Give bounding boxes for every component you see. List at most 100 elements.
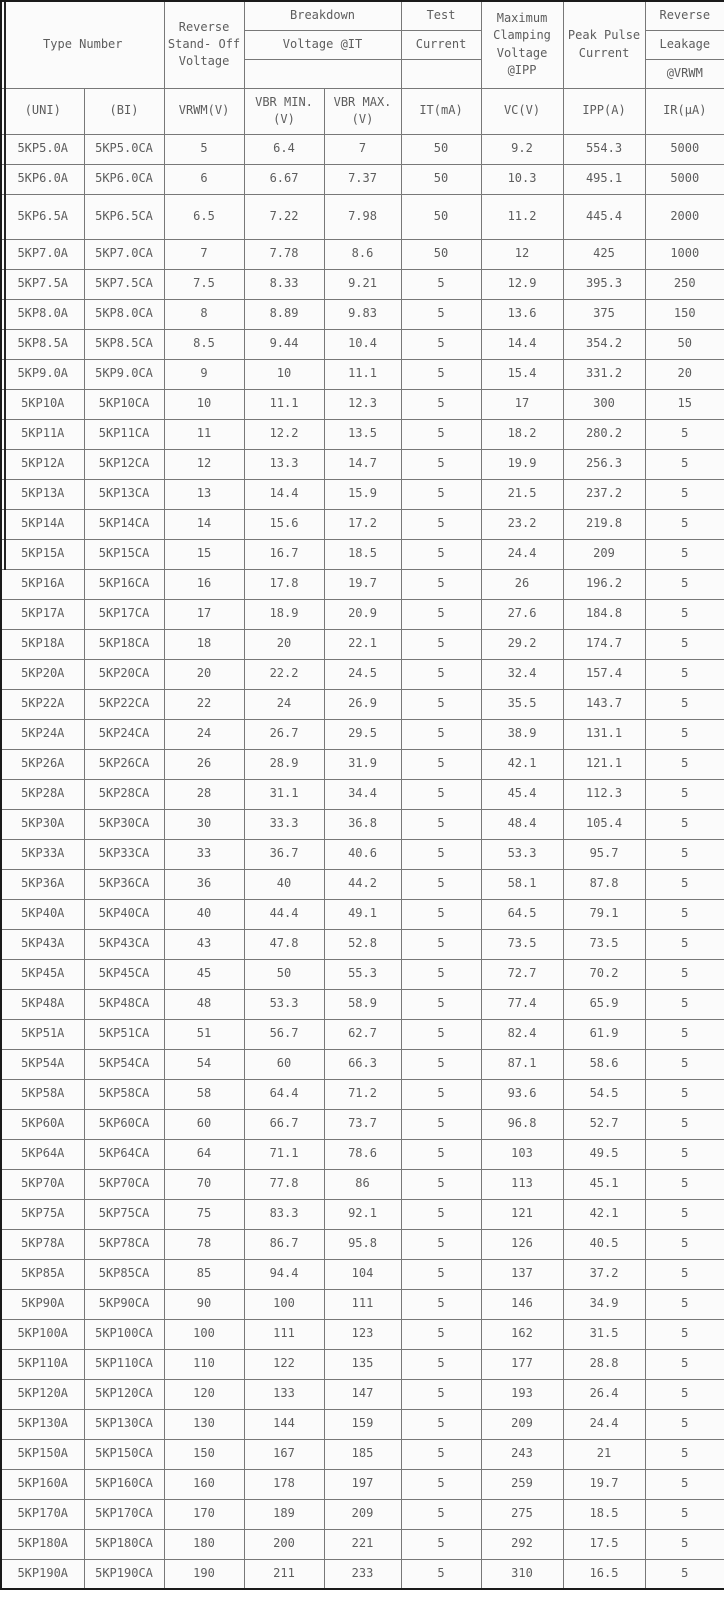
cell: 24.4 bbox=[562, 1408, 646, 1440]
cell: 64.4 bbox=[243, 1078, 325, 1110]
cell: 5 bbox=[400, 418, 482, 450]
cell: 209 bbox=[562, 538, 646, 570]
cell: 425 bbox=[562, 238, 646, 270]
cell: 5 bbox=[644, 448, 724, 480]
cell: 5KP20A bbox=[0, 658, 85, 690]
cell: 259 bbox=[480, 1468, 564, 1500]
cell: 5KP58CA bbox=[83, 1078, 165, 1110]
table-row: 5KP10A 5KP10CA 10 11.1 12.3 5 17 300 15 bbox=[0, 388, 724, 420]
table-row: 5KP8.5A 5KP8.5CA 8.5 9.44 10.4 5 14.4 354.2 50 bbox=[0, 328, 724, 360]
cell: 5KP22A bbox=[0, 688, 85, 720]
cell: 7 bbox=[323, 133, 402, 165]
cell: 233 bbox=[323, 1558, 402, 1590]
column-header: IPP(A) bbox=[562, 87, 646, 135]
cell: 60 bbox=[163, 1108, 245, 1140]
cell: 122 bbox=[243, 1348, 325, 1380]
cell: 92.1 bbox=[323, 1198, 402, 1230]
cell: 5 bbox=[644, 1528, 724, 1560]
cell: 17 bbox=[163, 598, 245, 630]
cell: 5 bbox=[400, 538, 482, 570]
cell: 50 bbox=[243, 958, 325, 990]
cell: 5KP17CA bbox=[83, 598, 165, 630]
cell: 243 bbox=[480, 1438, 564, 1470]
cell: 157.4 bbox=[562, 658, 646, 690]
cell: 144 bbox=[243, 1408, 325, 1440]
cell: 331.2 bbox=[562, 358, 646, 390]
cell: 50 bbox=[644, 328, 724, 360]
cell: 292 bbox=[480, 1528, 564, 1560]
cell: 37.2 bbox=[562, 1258, 646, 1290]
cell: 184.8 bbox=[562, 598, 646, 630]
cell: 5 bbox=[400, 1528, 482, 1560]
cell: 5KP160A bbox=[0, 1468, 85, 1500]
cell: 9.2 bbox=[480, 133, 564, 165]
cell: 5KP70A bbox=[0, 1168, 85, 1200]
cell: 121 bbox=[480, 1198, 564, 1230]
cell: 5 bbox=[400, 688, 482, 720]
cell: 211 bbox=[243, 1558, 325, 1590]
cell: 5KP85A bbox=[0, 1258, 85, 1290]
cell: 45.4 bbox=[480, 778, 564, 810]
column-header: (BI) bbox=[83, 87, 165, 135]
cell: 5KP6.5A bbox=[0, 193, 85, 240]
cell: 5 bbox=[400, 1138, 482, 1170]
cell: 70 bbox=[163, 1168, 245, 1200]
header-current: Current bbox=[400, 29, 482, 60]
cell: 167 bbox=[243, 1438, 325, 1470]
cell: 5KP30CA bbox=[83, 808, 165, 840]
cell: 12.3 bbox=[323, 388, 402, 420]
column-header: VRWM(V) bbox=[163, 87, 245, 135]
cell: 5KP22CA bbox=[83, 688, 165, 720]
cell: 5KP5.0CA bbox=[83, 133, 165, 165]
cell: 5 bbox=[400, 1408, 482, 1440]
cell: 6.5 bbox=[163, 193, 245, 240]
cell: 5KP160CA bbox=[83, 1468, 165, 1500]
cell: 6 bbox=[163, 163, 245, 195]
cell: 178 bbox=[243, 1468, 325, 1500]
cell: 5KP45A bbox=[0, 958, 85, 990]
cell: 150 bbox=[163, 1438, 245, 1470]
cell: 5 bbox=[400, 1438, 482, 1470]
cell: 5KP130CA bbox=[83, 1408, 165, 1440]
table-row: 5KP51A 5KP51CA 51 56.7 62.7 5 82.4 61.9 5 bbox=[0, 1018, 724, 1050]
cell: 79.1 bbox=[562, 898, 646, 930]
cell: 5KP7.5A bbox=[0, 268, 85, 300]
table-row: 5KP33A 5KP33CA 33 36.7 40.6 5 53.3 95.7 5 bbox=[0, 838, 724, 870]
cell: 14.7 bbox=[323, 448, 402, 480]
cell: 275 bbox=[480, 1498, 564, 1530]
cell: 5KP190CA bbox=[83, 1558, 165, 1590]
cell: 28.9 bbox=[243, 748, 325, 780]
cell: 87.8 bbox=[562, 868, 646, 900]
cell: 5 bbox=[644, 1468, 724, 1500]
cell: 5KP40CA bbox=[83, 898, 165, 930]
cell: 5000 bbox=[644, 163, 724, 195]
cell: 143.7 bbox=[562, 688, 646, 720]
cell: 28.8 bbox=[562, 1348, 646, 1380]
cell: 5KP180A bbox=[0, 1528, 85, 1560]
cell: 7.5 bbox=[163, 268, 245, 300]
cell: 5KP11A bbox=[0, 418, 85, 450]
cell: 15.9 bbox=[323, 478, 402, 510]
cell: 12 bbox=[163, 448, 245, 480]
cell: 94.4 bbox=[243, 1258, 325, 1290]
cell: 120 bbox=[163, 1378, 245, 1410]
cell: 5 bbox=[400, 568, 482, 600]
cell: 5 bbox=[400, 358, 482, 390]
cell: 45 bbox=[163, 958, 245, 990]
cell: 123 bbox=[323, 1318, 402, 1350]
cell: 5 bbox=[400, 328, 482, 360]
cell: 73.5 bbox=[562, 928, 646, 960]
cell: 49.5 bbox=[562, 1138, 646, 1170]
cell: 85 bbox=[163, 1258, 245, 1290]
header-breakdown: Breakdown bbox=[243, 0, 402, 31]
cell: 52.8 bbox=[323, 928, 402, 960]
cell: 19.7 bbox=[323, 568, 402, 600]
cell: 35.5 bbox=[480, 688, 564, 720]
cell: 5KP24CA bbox=[83, 718, 165, 750]
cell: 16.7 bbox=[243, 538, 325, 570]
cell: 48.4 bbox=[480, 808, 564, 840]
cell: 58.9 bbox=[323, 988, 402, 1020]
cell: 5KP78A bbox=[0, 1228, 85, 1260]
cell: 5 bbox=[644, 718, 724, 750]
